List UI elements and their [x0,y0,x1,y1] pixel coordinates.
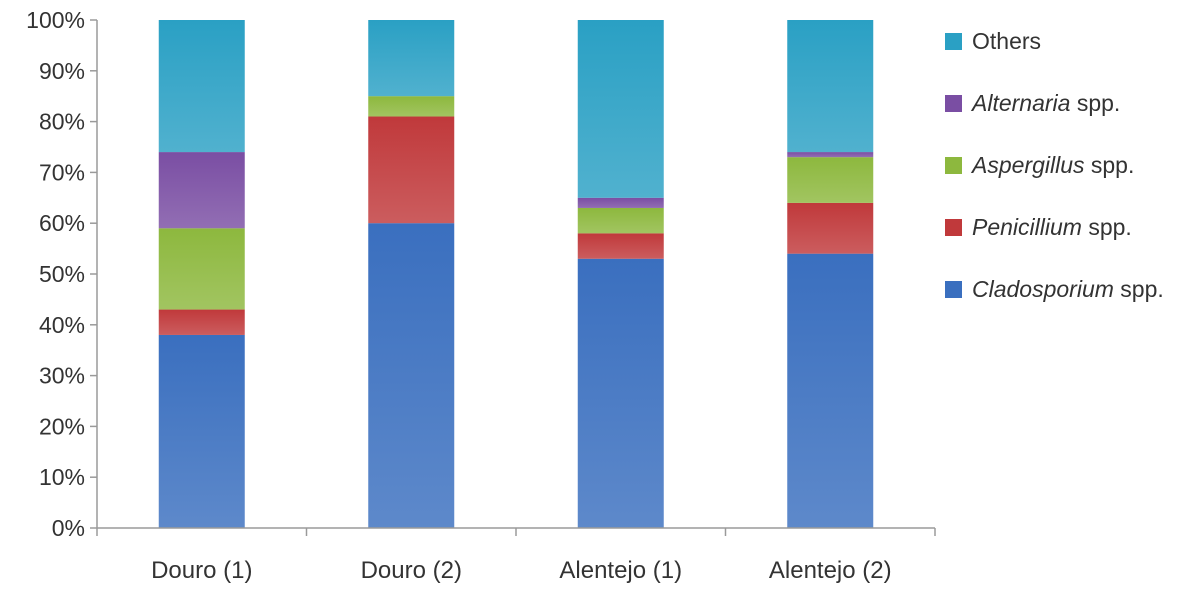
bars [158,20,874,528]
bar-segment-douro-1-penicillium [158,309,245,335]
y-tick-label: 10% [39,464,85,490]
bar-segment-douro-1-others [158,20,245,153]
legend-swatch-alternaria [945,94,962,112]
bar-segment-alentejo-2-alternaria [787,152,874,158]
bar-segment-alentejo-1-others [577,20,664,198]
legend-swatch-aspergillus [945,156,962,174]
legend-label-penicillium: Penicillium spp. [972,213,1132,240]
bar-segment-alentejo-1-penicillium [577,233,664,259]
legend-label-aspergillus: Aspergillus spp. [972,151,1135,178]
bar-segment-douro-2-aspergillus [368,96,455,117]
y-tick-label: 0% [52,515,85,541]
legend-label-alternaria: Alternaria spp. [972,89,1121,116]
x-tick-label: Alentejo (1) [559,557,682,584]
legend-swatch-others [945,32,962,50]
y-tick-label: 60% [39,210,85,236]
bar-segment-douro-1-alternaria [158,152,245,229]
bar-segment-douro-2-others [368,20,455,97]
bar-segment-alentejo-2-penicillium [787,202,874,254]
x-tick-label: Alentejo (2) [769,557,892,584]
y-tick-label: 100% [26,7,85,33]
legend-swatch-cladosporium [945,280,962,298]
y-tick-label: 40% [39,312,85,338]
bar-segment-alentejo-2-others [787,20,874,153]
legend-item-alternaria: Alternaria spp. [945,88,1120,118]
bar-segment-alentejo-2-aspergillus [787,157,874,203]
y-tick-label: 80% [39,109,85,135]
legend-item-penicillium: Penicillium spp. [945,212,1132,242]
x-tick-label: Douro (1) [151,557,252,584]
bar-segment-douro-2-cladosporium [368,223,455,528]
y-tick-label: 90% [39,58,85,84]
legend-swatch-penicillium [945,218,962,236]
y-tick-label: 70% [39,159,85,185]
x-tick-label: Douro (2) [361,557,462,584]
x-axis: Douro (1) Douro (2) Alentejo (1) Alentejo (… [96,527,936,584]
legend-label-others: Others [972,27,1042,54]
y-tick-label: 20% [39,413,85,439]
bar-segment-alentejo-1-cladosporium [577,258,664,528]
legend-item-cladosporium: Cladosporium spp. [945,274,1164,304]
bar-segment-alentejo-2-cladosporium [787,253,874,528]
legend-item-others: Others [945,26,1041,56]
legend-item-aspergillus: Aspergillus spp. [945,150,1134,180]
y-axis: 0% 10% 20% 30% 40% 50% 60% 70% 80% 90% 100% [26,7,98,541]
bar-segment-alentejo-1-aspergillus [577,207,664,234]
bar-segment-douro-2-penicillium [368,116,455,224]
y-tick-label: 50% [39,261,85,287]
bar-segment-douro-1-cladosporium [158,334,245,528]
bar-segment-alentejo-1-alternaria [577,197,664,208]
bar-segment-douro-1-aspergillus [158,228,245,310]
legend-label-cladosporium: Cladosporium spp. [972,275,1164,302]
y-tick-label: 30% [39,363,85,389]
